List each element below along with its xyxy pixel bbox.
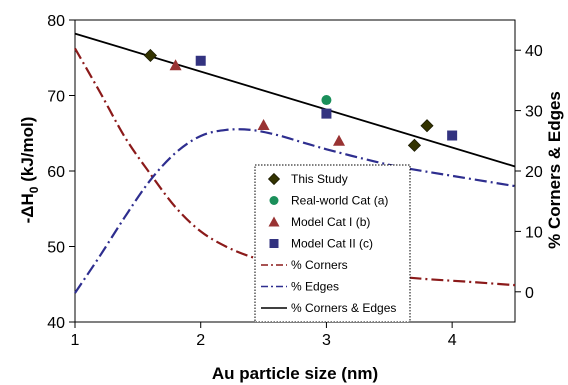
legend-label: % Edges [291,280,339,294]
y-left-title-main: -ΔH [18,193,37,223]
y-axis-right-title: % Corners & Edges [545,91,564,249]
data-point-model-cat-ii-c [195,55,206,66]
data-point-model-cat-i-b [257,118,270,130]
series-line-edges [74,128,516,294]
legend-label: Model Cat I (b) [291,215,370,229]
data-point-model-cat-ii-c [447,130,458,141]
y-axis-left-title: -ΔH0 (kJ/mol) [18,117,41,224]
x-tick-label: 4 [448,332,457,349]
y-left-title-subscript: 0 [27,186,41,193]
data-point-this-study [407,138,421,152]
y-left-tick-label: 60 [47,164,65,181]
y-right-tick-label: 0 [525,285,534,302]
data-point-model-cat-i-b [169,59,182,71]
legend-box [254,164,411,323]
x-tick-label: 1 [71,332,80,349]
y-right-tick-label: 10 [525,224,543,241]
data-point-real-world-cat-a [321,95,332,106]
data-point-model-cat-ii-c [321,108,332,119]
legend-label: % Corners [291,258,348,272]
data-point-this-study [420,119,434,133]
y-left-tick-label: 80 [47,13,65,30]
x-axis-title: Au particle size (nm) [212,364,378,383]
legend-label: % Corners & Edges [291,301,396,315]
y-left-tick-label: 50 [47,240,65,257]
data-point-model-cat-i-b [333,134,345,146]
y-right-tick-label: 20 [525,164,543,181]
legend: This Study Real-world Cat (a) Model Cat I … [254,164,411,323]
series-line-corners-edges [74,32,516,168]
y-left-tick-label: 40 [47,315,65,332]
legend-marker-model-cat-ii-c [269,239,279,248]
y-left-title-units: (kJ/mol) [18,117,37,187]
data-point-this-study [143,48,157,63]
legend-marker-this-study [267,172,281,186]
x-tick-label: 3 [322,332,331,349]
y-right-tick-label: 30 [525,104,543,121]
legend-label: Real-world Cat (a) [291,194,388,208]
y-left-tick-label: 70 [47,89,65,106]
legend-label: Model Cat II (c) [291,237,373,251]
y-right-tick-label: 40 [525,43,543,60]
legend-marker-real-world-cat-a [269,196,279,205]
legend-marker-model-cat-i-b [268,216,280,227]
x-tick-label: 2 [196,332,205,349]
legend-label: This Study [291,172,348,186]
